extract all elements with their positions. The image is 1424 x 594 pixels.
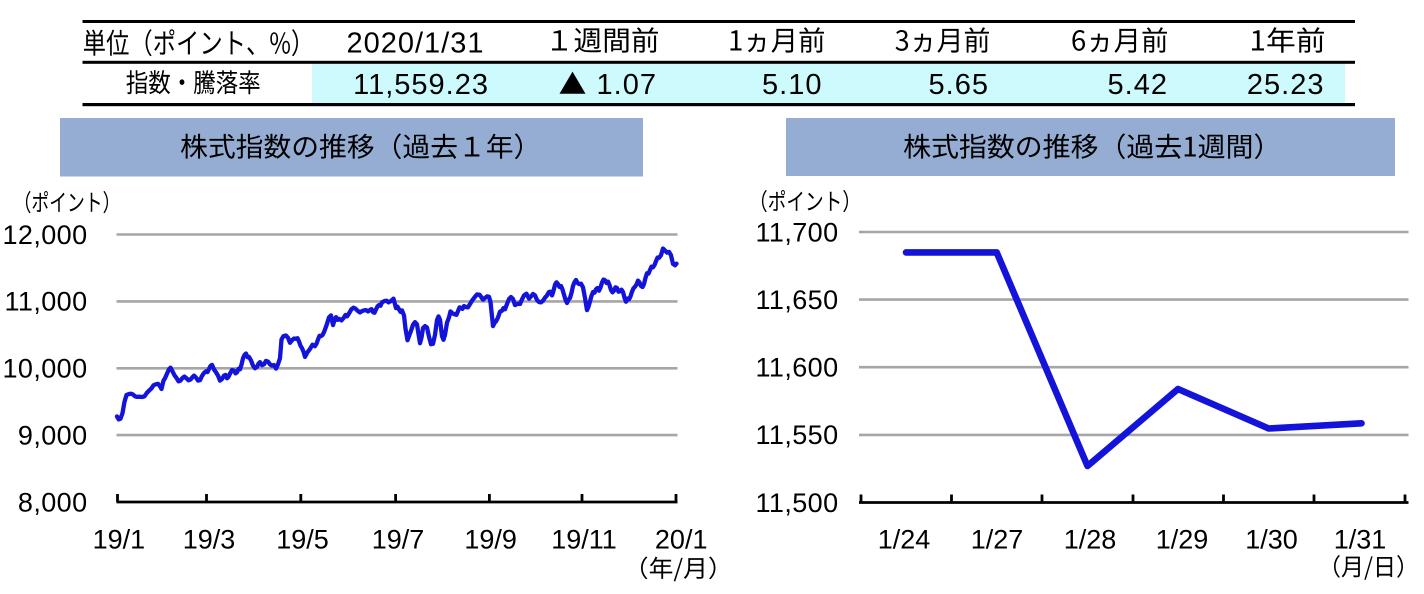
svg-text:1/30: 1/30 <box>1245 525 1298 555</box>
svg-text:19/1: 19/1 <box>93 525 146 555</box>
svg-text:11,000: 11,000 <box>5 287 88 317</box>
svg-text:5.10: 5.10 <box>762 69 822 101</box>
svg-text:8,000: 8,000 <box>18 487 88 517</box>
svg-text:11,700: 11,700 <box>756 217 839 247</box>
svg-text:1/31: 1/31 <box>1334 525 1387 555</box>
svg-text:2020/1/31: 2020/1/31 <box>346 28 484 60</box>
svg-text:19/11: 19/11 <box>551 525 617 555</box>
svg-text:10,000: 10,000 <box>3 354 88 384</box>
svg-text:19/9: 19/9 <box>464 525 517 555</box>
svg-text:1/24: 1/24 <box>878 525 931 555</box>
svg-text:20/1: 20/1 <box>655 525 708 555</box>
svg-text:11,650: 11,650 <box>756 285 839 315</box>
svg-text:5.42: 5.42 <box>1108 69 1168 101</box>
svg-text:11,600: 11,600 <box>756 353 839 383</box>
svg-text:1/29: 1/29 <box>1156 525 1209 555</box>
svg-text:1.07: 1.07 <box>597 69 657 101</box>
svg-text:1/27: 1/27 <box>971 525 1024 555</box>
svg-text:19/5: 19/5 <box>276 525 329 555</box>
svg-text:9,000: 9,000 <box>18 420 88 450</box>
svg-text:1/28: 1/28 <box>1064 525 1117 555</box>
svg-text:5.65: 5.65 <box>929 69 989 101</box>
svg-text:11,500: 11,500 <box>756 488 839 518</box>
svg-text:11,559.23: 11,559.23 <box>353 69 489 101</box>
svg-text:12,000: 12,000 <box>3 220 88 250</box>
svg-text:19/3: 19/3 <box>183 525 236 555</box>
svg-text:11,550: 11,550 <box>756 420 839 450</box>
svg-text:19/7: 19/7 <box>372 525 425 555</box>
svg-text:25.23: 25.23 <box>1247 69 1325 101</box>
